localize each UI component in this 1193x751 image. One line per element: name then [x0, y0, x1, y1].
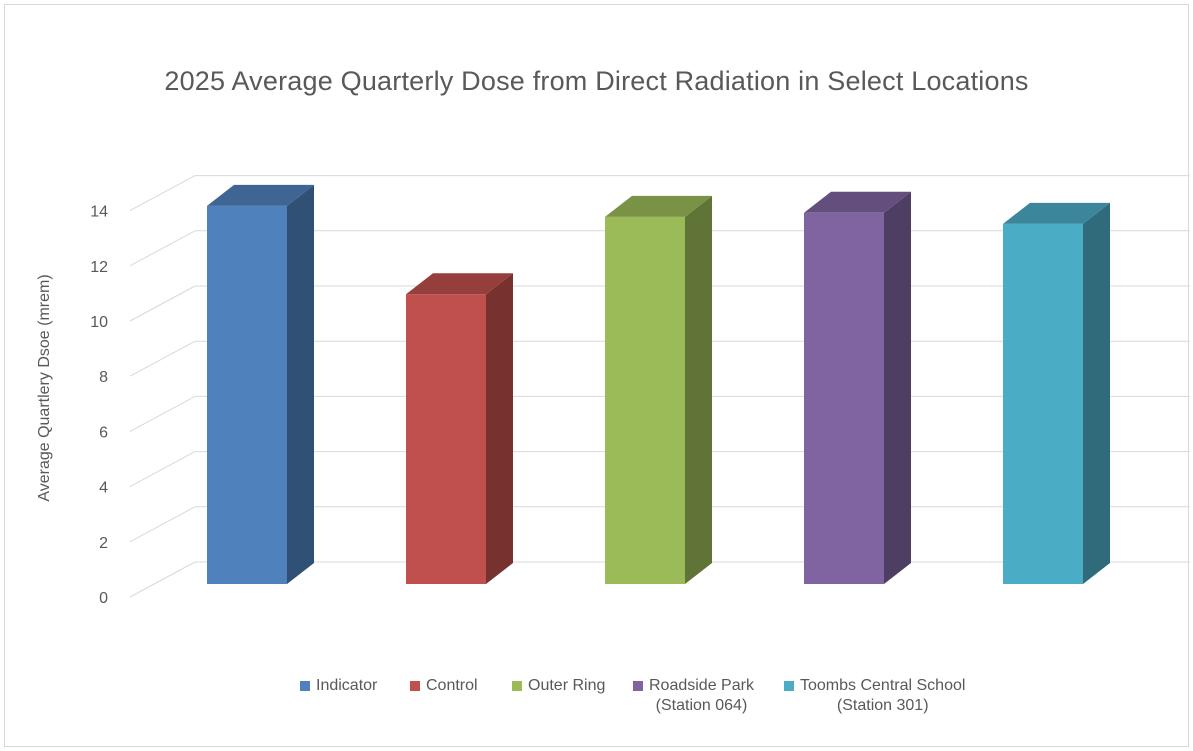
bar-side — [287, 184, 314, 584]
legend-label-line: Roadside Park — [649, 677, 754, 694]
bar-side — [884, 191, 911, 584]
legend-item: Indicator — [300, 676, 377, 696]
bar-toombs-central-school-station-301 — [1003, 202, 1110, 584]
gridline-diagonal — [129, 285, 196, 322]
legend-label: Indicator — [316, 676, 377, 696]
y-tick-label: 10 — [90, 314, 108, 331]
bar-side — [685, 195, 712, 585]
gridline-diagonal — [129, 340, 196, 377]
bar-side — [486, 273, 513, 584]
bar-front — [605, 216, 685, 585]
bar-front — [406, 294, 486, 584]
legend-label-line: (Station 064) — [655, 697, 748, 714]
legend-swatch — [410, 681, 420, 691]
legend-item: Control — [410, 676, 478, 696]
legend-label-line: (Station 301) — [836, 697, 929, 714]
legend-label: Control — [426, 676, 478, 696]
y-tick-label: 12 — [90, 259, 108, 276]
y-tick-label: 0 — [99, 590, 108, 607]
gridline-diagonal — [129, 395, 196, 432]
bar-front — [1003, 223, 1083, 584]
bar-top — [406, 273, 513, 295]
legend-label: Roadside Park (Station 064) — [649, 676, 754, 716]
y-tick-label: 14 — [90, 204, 108, 221]
chart-title: 2025 Average Quarterly Dose from Direct … — [164, 66, 1029, 96]
bar-front — [207, 205, 287, 584]
bar-top — [1003, 202, 1110, 224]
legend-label-line: Toombs Central School — [800, 677, 966, 694]
bar-control — [406, 273, 513, 584]
bar-front — [804, 212, 884, 584]
bar-top — [207, 184, 314, 206]
legend-label-line: Control — [426, 677, 478, 694]
legend-swatch — [512, 681, 522, 691]
bar-outer-ring — [605, 195, 712, 585]
y-axis-label: Average Quartlery Dsoe (mrem) — [36, 274, 53, 501]
legend-label-line: Indicator — [316, 677, 378, 694]
gridline-diagonal — [129, 506, 196, 543]
legend-item: Outer Ring — [512, 676, 605, 696]
gridline-diagonal — [129, 451, 196, 488]
bar-roadside-park-station-064 — [804, 191, 911, 584]
legend-item: Roadside Park (Station 064) — [633, 676, 754, 716]
legend-swatch — [784, 681, 794, 691]
legend-label: Outer Ring — [528, 676, 605, 696]
chart-legend: Indicator Control Outer Ring Roadside Park (… — [0, 676, 1193, 736]
legend-swatch — [300, 681, 310, 691]
gridline-diagonal — [129, 230, 196, 267]
y-tick-label: 2 — [99, 535, 108, 552]
legend-swatch — [633, 681, 643, 691]
y-tick-label: 6 — [99, 424, 108, 441]
y-tick-label: 8 — [99, 369, 108, 386]
bar-top — [804, 191, 911, 213]
y-tick-label: 4 — [99, 480, 108, 497]
gridline-diagonal — [129, 561, 196, 598]
gridline-diagonal — [129, 175, 196, 212]
bar-side — [1083, 202, 1110, 584]
chart-frame — [4, 4, 1189, 747]
legend-label-line: Outer Ring — [528, 677, 606, 694]
bar-top — [605, 195, 712, 217]
legend-item: Toombs Central School (Station 301) — [784, 676, 965, 716]
legend-label: Toombs Central School (Station 301) — [800, 676, 965, 716]
bar-indicator — [207, 184, 314, 584]
